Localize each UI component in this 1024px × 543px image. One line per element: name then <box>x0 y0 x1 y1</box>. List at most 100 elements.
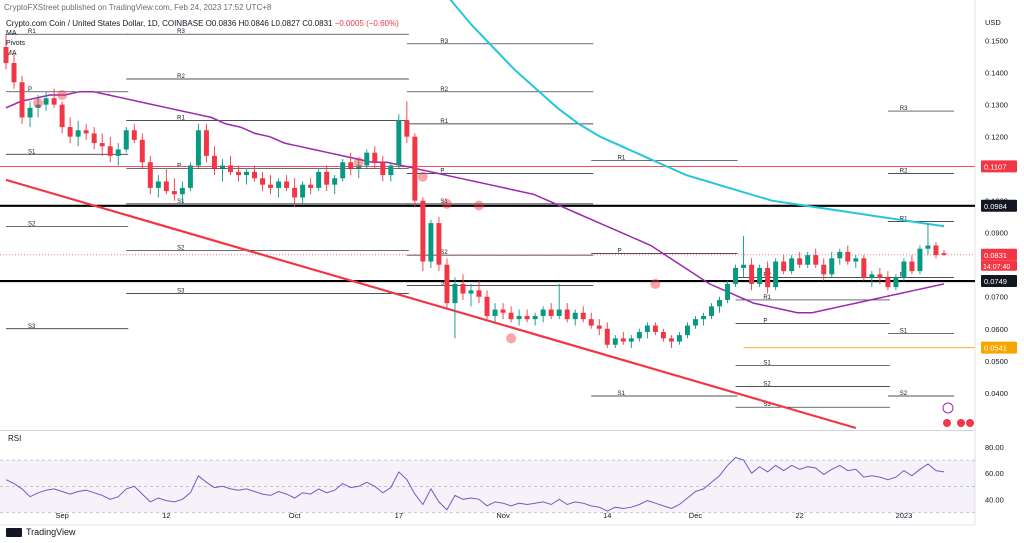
ohlc-open: O0.0836 <box>205 19 237 28</box>
candle-body <box>187 165 193 188</box>
pivot-label: R1 <box>28 29 36 35</box>
y-tick-label: 0.0900 <box>985 229 1008 238</box>
lightning-icon <box>942 402 954 414</box>
highlight-marker <box>33 98 44 109</box>
candle-body <box>43 98 49 105</box>
candle-body <box>701 315 706 320</box>
price-tag-label: 0.0984 <box>984 202 1007 211</box>
candle-body <box>219 165 225 169</box>
price-tag-label: 0.1107 <box>984 162 1006 171</box>
symbol-legend[interactable]: Crypto.com Coin / United States Dollar, … <box>6 19 399 28</box>
pivot-label: R3 <box>177 29 185 35</box>
countdown-label: 14:07:40 <box>983 264 1010 271</box>
candle-body <box>260 178 266 185</box>
candle-body <box>789 258 795 272</box>
candle-body <box>51 98 57 105</box>
candle-body <box>749 264 755 284</box>
y-tick-label: 0.1500 <box>985 37 1008 46</box>
candle-body <box>588 319 594 326</box>
publisher-caption: CryptoFXStreet published on TradingView.… <box>4 3 272 12</box>
candle-body <box>268 184 274 188</box>
candle-body <box>436 223 442 265</box>
candle-body <box>123 130 129 150</box>
rsi-y-tick-label: 60.00 <box>985 469 1004 478</box>
highlight-marker <box>650 278 661 289</box>
flag-icon <box>943 419 951 427</box>
indicator-ma-fast-label[interactable]: MA <box>6 30 17 37</box>
rsi-y-tick-label: 40.00 <box>985 495 1004 504</box>
candle-body <box>725 283 731 300</box>
candle-body <box>444 264 450 304</box>
flag-icon <box>957 419 965 427</box>
highlight-marker <box>353 157 364 168</box>
candle-body <box>11 63 17 83</box>
price-tag-bg <box>981 341 1017 354</box>
pane-divider <box>0 430 975 431</box>
candle-body <box>620 338 626 342</box>
pivot-label: R1 <box>177 116 185 122</box>
rsi-pane-label[interactable]: RSI <box>8 434 22 443</box>
candle-body <box>476 290 482 297</box>
candle-body <box>885 277 891 288</box>
candle-body <box>781 261 787 272</box>
rsi-y-tick-label: 80.00 <box>985 443 1004 452</box>
pivot-label: R1 <box>440 119 448 125</box>
candle-body <box>468 290 474 294</box>
candle-body <box>869 274 875 278</box>
candle-body <box>380 162 386 176</box>
pivot-label: R1 <box>763 295 771 301</box>
candle-body <box>845 251 851 262</box>
price-tag-bg <box>981 199 1017 212</box>
ohlc-close: C0.0831 <box>302 19 333 28</box>
candle-body <box>67 127 73 137</box>
candle-body <box>933 245 939 256</box>
candle-body <box>179 187 185 195</box>
candle-body <box>252 171 258 179</box>
y-tick-label: 0.0400 <box>985 389 1008 398</box>
tradingview-logo-text: TradingView <box>26 527 76 537</box>
candle-body <box>227 165 233 172</box>
candle-body <box>59 104 65 128</box>
candle-body <box>195 130 201 166</box>
price-tag-bg <box>981 248 1017 261</box>
pivot-label: S3 <box>28 324 36 330</box>
candle-body <box>757 267 763 284</box>
pivot-label: P <box>763 319 767 325</box>
candle-body <box>388 165 394 176</box>
pivot-label: S3 <box>763 402 771 408</box>
indicator-ma-slow-label[interactable]: MA <box>6 50 17 57</box>
candle-body <box>516 315 522 320</box>
candle-body <box>236 171 241 176</box>
pivot-label: P <box>618 249 622 255</box>
candle-body <box>372 152 378 163</box>
rsi-line <box>5 456 945 512</box>
y-tick-label: 0.0600 <box>985 325 1008 334</box>
candle-body <box>356 165 362 169</box>
pivot-label: R3 <box>900 106 908 112</box>
candle-body <box>837 251 843 259</box>
candle-body <box>765 267 771 288</box>
pivot-label: S1 <box>900 329 908 335</box>
pivot-label: R1 <box>618 156 626 162</box>
candle-body <box>580 312 586 320</box>
pivot-label: S2 <box>440 250 448 256</box>
candle-body <box>27 107 33 118</box>
candle-body <box>813 255 819 265</box>
candle-body <box>941 253 947 255</box>
x-tick-label: Sep <box>55 511 68 520</box>
candle-body <box>316 171 322 188</box>
candle-body <box>717 299 723 307</box>
symbol-name: Crypto.com Coin / United States Dollar, … <box>6 19 204 28</box>
candle-body <box>3 47 9 64</box>
candle-body <box>797 258 803 265</box>
candle-body <box>524 315 530 320</box>
candle-body <box>420 200 426 262</box>
candle-body <box>284 181 290 188</box>
indicator-pivots-label[interactable]: Pivots <box>6 40 26 47</box>
candle-body <box>636 331 642 339</box>
tradingview-logo[interactable]: TradingView <box>6 527 76 537</box>
x-tick-label: 12 <box>162 511 170 520</box>
candle-body <box>107 146 113 156</box>
pivot-label: S3 <box>177 289 185 295</box>
